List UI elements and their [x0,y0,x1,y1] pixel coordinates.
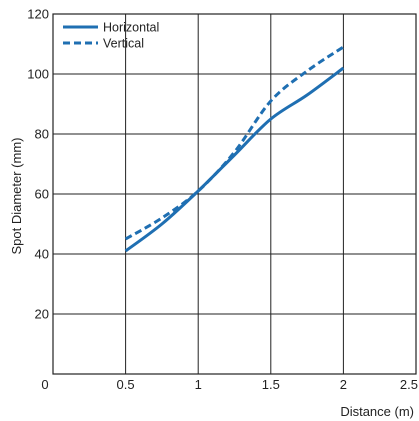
y-tick-label: 40 [35,247,49,262]
legend-label-vertical: Vertical [103,37,144,51]
y-tick-label: 120 [27,7,49,22]
y-tick-label: 20 [35,307,49,322]
series-line-vertical [124,45,345,241]
tick-labels: 0 0.5 1 1.5 2 2.5 20 40 60 80 100 120 [27,7,418,393]
x-tick-label: 0 [41,377,48,392]
y-tick-label: 80 [35,127,49,142]
x-tick-label: 0.5 [117,377,135,392]
series-lines [124,45,345,253]
series-line-horizontal [124,66,345,253]
y-tick-label: 100 [27,67,49,82]
x-tick-label: 1.5 [262,377,280,392]
x-tick-label: 1 [195,377,202,392]
y-tick-label: 60 [35,187,49,202]
x-axis-label: Distance (m) [340,404,414,419]
legend-label-horizontal: Horizontal [103,21,159,35]
grid [53,14,416,374]
x-tick-label: 2 [340,377,347,392]
plot-frame [52,13,417,375]
y-axis-label: Spot Diameter (mm) [9,137,24,254]
legend: Horizontal Vertical [63,21,159,51]
x-tick-label: 2.5 [400,377,418,392]
